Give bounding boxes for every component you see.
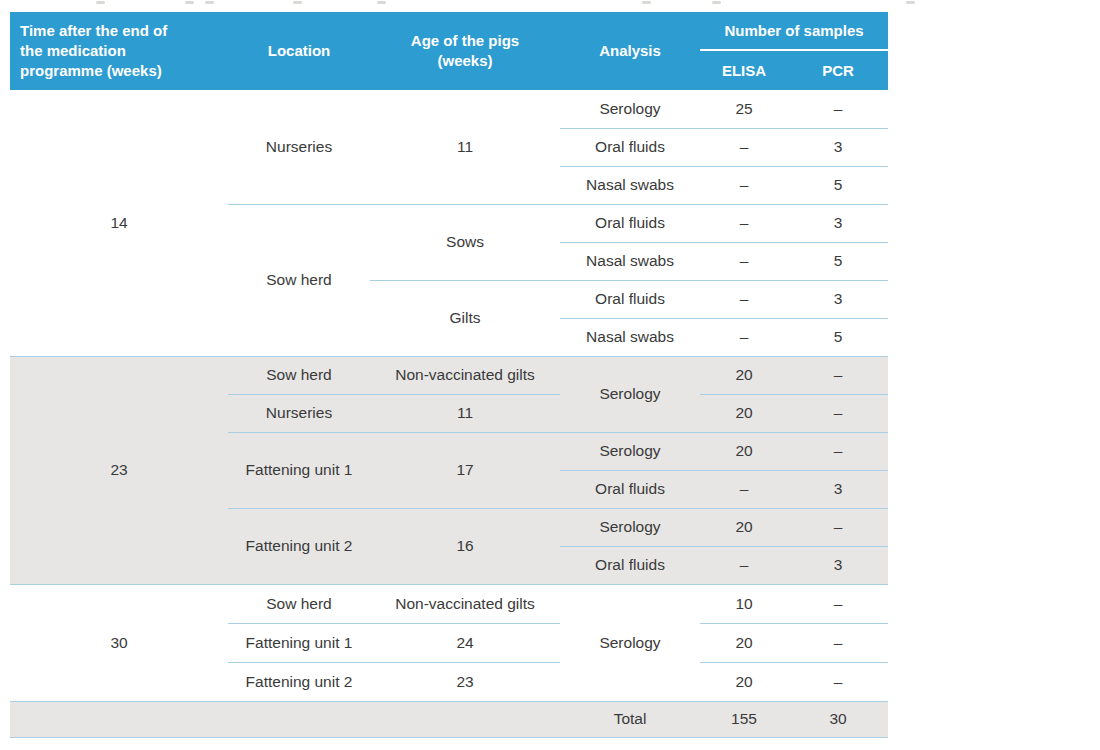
header-cell-time: Time after the end of the medication pro… — [10, 12, 228, 90]
cell-location: Fattening unit 2 — [228, 662, 370, 701]
cell-location: Sow herd — [228, 204, 370, 356]
cell-analysis: Serology — [560, 432, 700, 470]
header-cell-pcr: PCR — [788, 50, 888, 90]
cell-time: 30 — [10, 584, 228, 701]
cell-pcr: – — [788, 356, 888, 394]
cell-pcr: 5 — [788, 166, 888, 204]
header-time-line1: Time after the end of — [20, 21, 222, 41]
header-age-line1: Age of the pigs — [370, 31, 560, 51]
table-row: 14 Nurseries 11 Serology 25 – — [10, 90, 888, 128]
cell-elisa: – — [700, 128, 788, 166]
cell-age: Non-vaccinated gilts — [370, 584, 560, 623]
table-row: 30 Sow herd Non-vaccinated gilts Serolog… — [10, 584, 888, 623]
cell-total-elisa: 155 — [700, 701, 788, 737]
table-row: 23 Sow herd Non-vaccinated gilts Serolog… — [10, 356, 888, 394]
header-cell-location: Location — [228, 12, 370, 90]
caption-remnant-mark — [293, 1, 302, 4]
cell-age: 23 — [370, 662, 560, 701]
header-time-line2: the medication — [20, 41, 222, 61]
sampling-scheme-table: Time after the end of the medication pro… — [10, 12, 888, 738]
cell-location: Fattening unit 1 — [228, 432, 370, 508]
cell-total-pcr: 30 — [788, 701, 888, 737]
cell-elisa: 20 — [700, 394, 788, 432]
cell-elisa: – — [700, 318, 788, 356]
cell-age: Gilts — [370, 280, 560, 356]
caption-remnant-mark — [185, 1, 194, 4]
cell-age: 11 — [370, 90, 560, 204]
header-time-line3: programme (weeks) — [20, 61, 222, 81]
cell-age: 24 — [370, 623, 560, 662]
cell-analysis: Serology — [560, 356, 700, 432]
cell-pcr: – — [788, 432, 888, 470]
cell-pcr: 3 — [788, 546, 888, 584]
cell-analysis: Nasal swabs — [560, 242, 700, 280]
cell-location: Nurseries — [228, 394, 370, 432]
total-row: Total 155 30 — [10, 701, 888, 737]
cell-elisa: 20 — [700, 432, 788, 470]
cell-pcr: 3 — [788, 280, 888, 318]
cell-analysis: Oral fluids — [560, 546, 700, 584]
header-cell-number-of-samples: Number of samples — [700, 12, 888, 50]
cell-elisa: – — [700, 242, 788, 280]
page: Time after the end of the medication pro… — [0, 0, 1100, 750]
cell-pcr: – — [788, 90, 888, 128]
cell-analysis: Nasal swabs — [560, 318, 700, 356]
cell-elisa: 20 — [700, 662, 788, 701]
cell-pcr: – — [788, 662, 888, 701]
cell-analysis: Oral fluids — [560, 128, 700, 166]
cell-total-label: Total — [560, 701, 700, 737]
cell-pcr: 3 — [788, 204, 888, 242]
cell-time: 14 — [10, 90, 228, 356]
cell-age: 17 — [370, 432, 560, 508]
cell-elisa: 20 — [700, 356, 788, 394]
cell-location: Fattening unit 2 — [228, 508, 370, 584]
header-row-main: Time after the end of the medication pro… — [10, 12, 888, 50]
cell-age: Non-vaccinated gilts — [370, 356, 560, 394]
cell-pcr: – — [788, 394, 888, 432]
cell-analysis: Oral fluids — [560, 470, 700, 508]
cell-pcr: 3 — [788, 470, 888, 508]
cell-analysis: Oral fluids — [560, 280, 700, 318]
caption-remnant-mark — [96, 1, 105, 4]
header-cell-analysis: Analysis — [560, 12, 700, 90]
cell-elisa: 20 — [700, 623, 788, 662]
caption-remnant-mark — [906, 1, 915, 4]
cell-analysis: Serology — [560, 584, 700, 701]
cell-age: 11 — [370, 394, 560, 432]
cell-elisa: – — [700, 546, 788, 584]
cell-elisa: 20 — [700, 508, 788, 546]
cell-elisa: – — [700, 204, 788, 242]
cell-analysis: Oral fluids — [560, 204, 700, 242]
cell-elisa: 10 — [700, 584, 788, 623]
cell-pcr: – — [788, 623, 888, 662]
cell-pcr: 3 — [788, 128, 888, 166]
cell-elisa: – — [700, 166, 788, 204]
header-age-line2: (weeks) — [370, 51, 560, 71]
cell-location: Fattening unit 1 — [228, 623, 370, 662]
header-cell-elisa: ELISA — [700, 50, 788, 90]
cell-analysis: Serology — [560, 508, 700, 546]
cell-pcr: 5 — [788, 242, 888, 280]
cell-elisa: 25 — [700, 90, 788, 128]
cell-elisa: – — [700, 470, 788, 508]
cell-analysis: Nasal swabs — [560, 166, 700, 204]
cell-location: Sow herd — [228, 356, 370, 394]
caption-remnant-mark — [712, 1, 721, 4]
cell-age: Sows — [370, 204, 560, 280]
cell-pcr: – — [788, 584, 888, 623]
cell-location: Nurseries — [228, 90, 370, 204]
total-row-spacer — [10, 701, 560, 737]
cell-age: 16 — [370, 508, 560, 584]
cell-time: 23 — [10, 356, 228, 584]
cell-pcr: – — [788, 508, 888, 546]
caption-remnant-mark — [377, 1, 386, 4]
caption-remnant-mark — [205, 1, 214, 4]
cell-analysis: Serology — [560, 90, 700, 128]
cell-pcr: 5 — [788, 318, 888, 356]
header-cell-age: Age of the pigs (weeks) — [370, 12, 560, 90]
cell-elisa: – — [700, 280, 788, 318]
cell-location: Sow herd — [228, 584, 370, 623]
caption-remnant-mark — [642, 1, 651, 4]
